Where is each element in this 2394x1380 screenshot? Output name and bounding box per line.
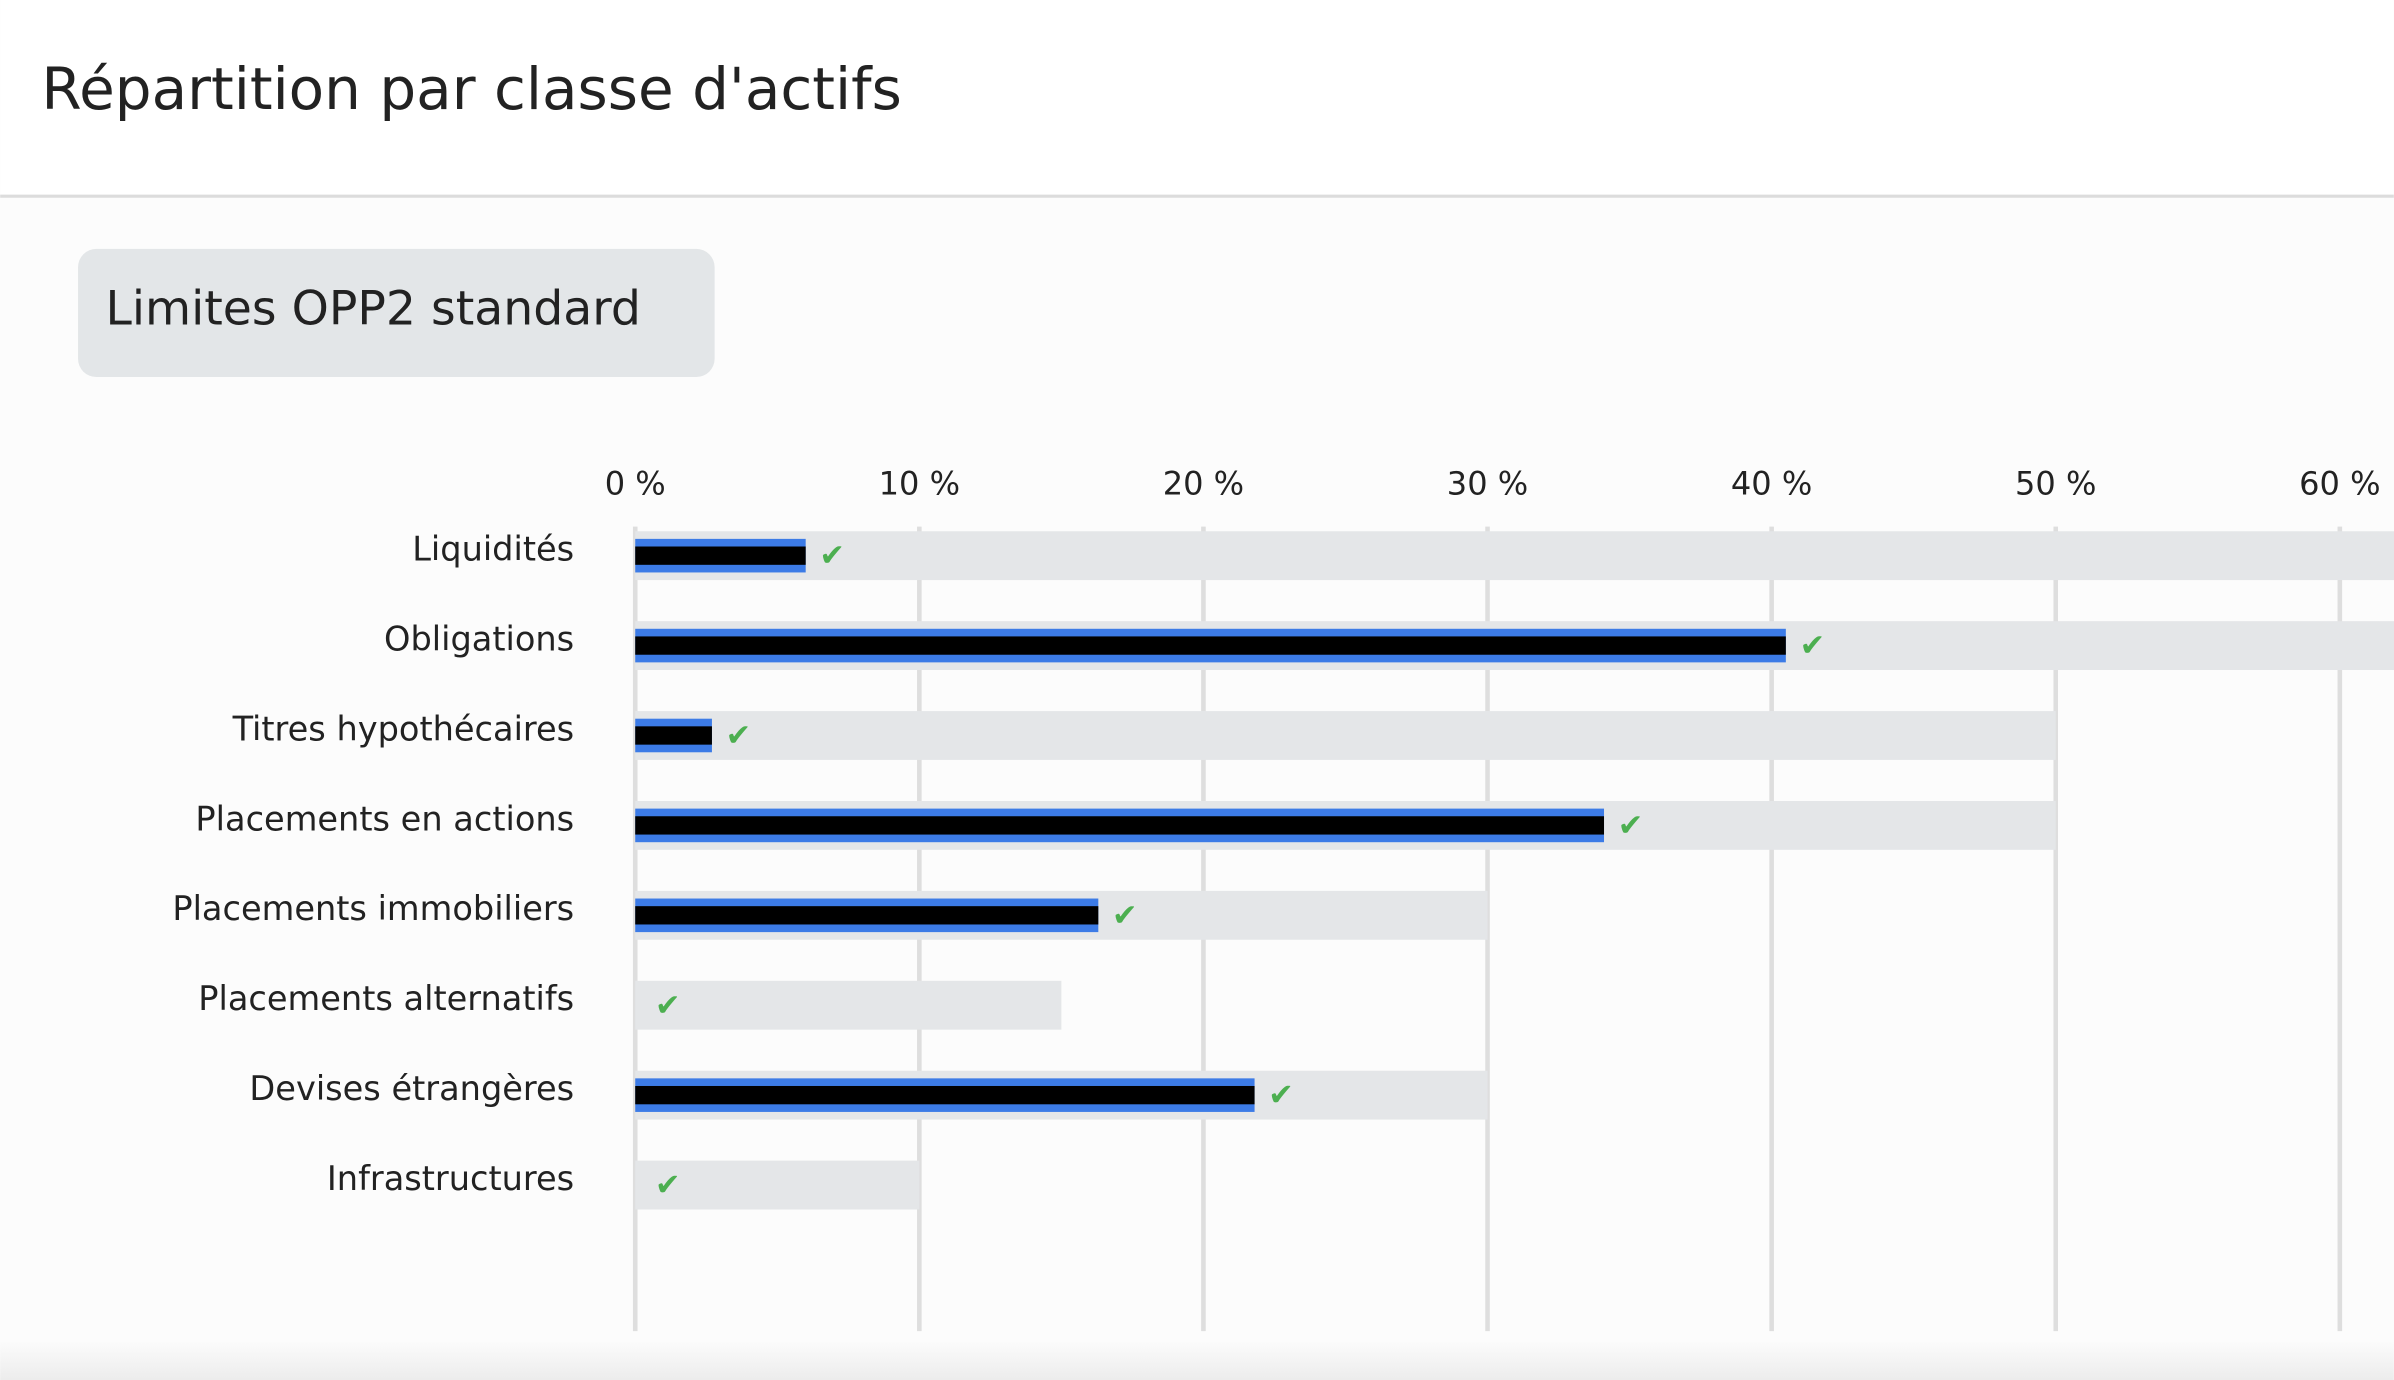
page-title: Répartition par classe d'actifs (41, 55, 901, 123)
category-label: Titres hypothécaires (232, 709, 575, 748)
x-tick-label: 10 % (879, 464, 960, 502)
x-tick-label: 40 % (1731, 464, 1812, 502)
x-tick-label: 30 % (1447, 464, 1528, 502)
x-tick-label: 50 % (2015, 464, 2096, 502)
standard-limits-button[interactable]: Limites OPP2 standard (78, 248, 715, 378)
category-label: Obligations (384, 619, 574, 658)
status-check: ✔ (1800, 629, 1826, 664)
bar (635, 726, 712, 745)
category-label: Devises étrangères (249, 1069, 574, 1108)
x-tick-label: 60 % (2299, 464, 2380, 502)
limit-bar (635, 980, 1062, 1030)
limit-bar (635, 711, 2056, 760)
bar (635, 636, 1786, 655)
button-bg[interactable] (78, 248, 715, 378)
category-label: Placements alternatifs (198, 979, 574, 1018)
category-label: Placements immobiliers (172, 889, 574, 928)
status-check: ✔ (655, 988, 681, 1023)
status-check: ✔ (655, 1168, 681, 1203)
status-check: ✔ (1618, 808, 1644, 843)
header-bg (0, 0, 2394, 196)
status-check: ✔ (1268, 1078, 1294, 1113)
status-check: ✔ (726, 719, 752, 754)
button-label[interactable]: Limites OPP2 standard (106, 281, 641, 336)
limit-bar (635, 531, 2394, 581)
x-tick-label: 0 % (605, 464, 666, 502)
bar (635, 906, 1099, 925)
bar (635, 546, 806, 565)
status-check: ✔ (1112, 898, 1138, 933)
bottom-fade (0, 1340, 2394, 1380)
category-label: Infrastructures (327, 1159, 574, 1198)
bar (635, 1085, 1255, 1105)
x-tick-label: 20 % (1163, 464, 1244, 502)
category-label: Placements en actions (195, 799, 574, 838)
limit-bar (635, 1160, 920, 1210)
status-check: ✔ (819, 539, 845, 574)
bar (635, 816, 1605, 835)
chart: 0 % 10 % 20 % 30 % 40 % 50 % 60 % Liquidités ✔ Ob… (172, 464, 2394, 1332)
category-label: Liquidités (412, 530, 574, 569)
